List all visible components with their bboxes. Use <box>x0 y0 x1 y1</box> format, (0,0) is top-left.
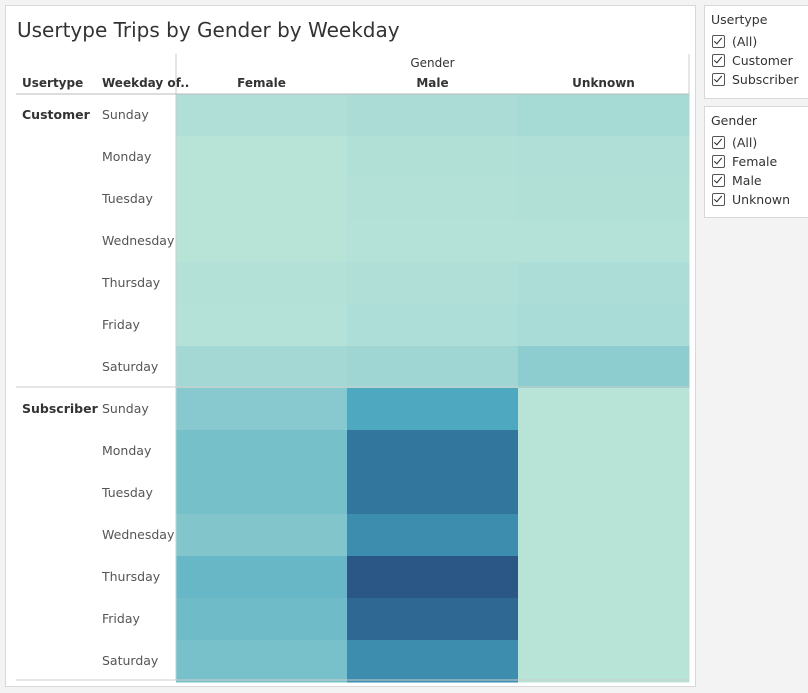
heatmap-cell-customer-sunday-female[interactable] <box>176 94 348 137</box>
heatmap-cell-subscriber-monday-male[interactable] <box>347 430 519 473</box>
heatmap-cell-customer-sunday-unknown[interactable] <box>518 94 690 137</box>
weekday-label-wednesday: Wednesday <box>102 233 175 248</box>
filter-item-label: (All) <box>732 135 758 150</box>
heatmap-cell-subscriber-saturday-female[interactable] <box>176 640 348 683</box>
column-header-unknown: Unknown <box>572 76 635 90</box>
heatmap-cell-customer-saturday-female[interactable] <box>176 346 348 389</box>
weekday-label-sunday: Sunday <box>102 401 149 416</box>
heatmap-cell-subscriber-saturday-male[interactable] <box>347 640 519 683</box>
usertype-label-subscriber: Subscriber <box>22 401 98 416</box>
heatmap-cell-subscriber-wednesday-female[interactable] <box>176 514 348 557</box>
checkbox-checked-icon[interactable] <box>712 193 725 206</box>
heatmap-cell-subscriber-tuesday-female[interactable] <box>176 472 348 515</box>
usertype-filter: Usertype (All) Customer Subscriber <box>704 5 808 99</box>
heatmap-cell-subscriber-thursday-unknown[interactable] <box>518 556 690 599</box>
heatmap-cell-customer-monday-unknown[interactable] <box>518 136 690 179</box>
heatmap-cell-customer-tuesday-female[interactable] <box>176 178 348 221</box>
heatmap-cell-subscriber-friday-unknown[interactable] <box>518 598 690 641</box>
filter-item-label: Customer <box>732 53 793 68</box>
filter-item-unknown[interactable]: Unknown <box>705 190 808 209</box>
heatmap-cell-subscriber-friday-female[interactable] <box>176 598 348 641</box>
heatmap-cell-customer-friday-female[interactable] <box>176 304 348 347</box>
usertype-label-customer: Customer <box>22 107 90 122</box>
filter-item-female[interactable]: Female <box>705 152 808 171</box>
heatmap-cell-subscriber-wednesday-unknown[interactable] <box>518 514 690 557</box>
filter-item-label: Subscriber <box>732 72 799 87</box>
weekday-label-friday: Friday <box>102 317 140 332</box>
heatmap-cell-customer-saturday-unknown[interactable] <box>518 346 690 389</box>
filter-item-label: Unknown <box>732 192 791 207</box>
heatmap-cell-subscriber-monday-female[interactable] <box>176 430 348 473</box>
heatmap-cell-customer-wednesday-female[interactable] <box>176 220 348 263</box>
heatmap-cell-subscriber-wednesday-male[interactable] <box>347 514 519 557</box>
heatmap-cell-customer-wednesday-male[interactable] <box>347 220 519 263</box>
heatmap-cell-customer-friday-male[interactable] <box>347 304 519 347</box>
checkbox-checked-icon[interactable] <box>712 136 725 149</box>
heatmap-cell-subscriber-saturday-unknown[interactable] <box>518 640 690 683</box>
heatmap-cell-subscriber-sunday-unknown[interactable] <box>518 388 690 431</box>
gender-filter-title: Gender <box>711 113 758 128</box>
filter-item-customer[interactable]: Customer <box>705 51 808 70</box>
heatmap-cell-subscriber-friday-male[interactable] <box>347 598 519 641</box>
heatmap-cell-subscriber-monday-unknown[interactable] <box>518 430 690 473</box>
heatmap-cell-customer-monday-male[interactable] <box>347 136 519 179</box>
weekday-label-thursday: Thursday <box>102 275 161 290</box>
heatmap-cell-customer-saturday-male[interactable] <box>347 346 519 389</box>
heatmap-cell-customer-thursday-female[interactable] <box>176 262 348 305</box>
row-header-weekday: Weekday of.. <box>102 76 190 90</box>
checkbox-checked-icon[interactable] <box>712 73 725 86</box>
heatmap <box>176 94 690 683</box>
weekday-label-tuesday: Tuesday <box>102 485 153 500</box>
column-group-label: Gender <box>410 56 455 70</box>
weekday-label-sunday: Sunday <box>102 107 149 122</box>
filter-item-all[interactable]: (All) <box>705 32 808 51</box>
weekday-label-saturday: Saturday <box>102 653 159 668</box>
filter-item-label: Male <box>732 173 762 188</box>
weekday-label-thursday: Thursday <box>102 569 161 584</box>
heatmap-cell-subscriber-tuesday-male[interactable] <box>347 472 519 515</box>
heatmap-cell-subscriber-tuesday-unknown[interactable] <box>518 472 690 515</box>
heatmap-cell-customer-thursday-unknown[interactable] <box>518 262 690 305</box>
filter-item-subscriber[interactable]: Subscriber <box>705 70 808 89</box>
heatmap-cell-customer-tuesday-male[interactable] <box>347 178 519 221</box>
checkbox-checked-icon[interactable] <box>712 155 725 168</box>
weekday-label-monday: Monday <box>102 149 152 164</box>
heatmap-cell-customer-monday-female[interactable] <box>176 136 348 179</box>
row-header-usertype: Usertype <box>22 76 84 90</box>
heatmap-cell-customer-tuesday-unknown[interactable] <box>518 178 690 221</box>
weekday-label-wednesday: Wednesday <box>102 527 175 542</box>
heatmap-cell-customer-thursday-male[interactable] <box>347 262 519 305</box>
filter-item-all[interactable]: (All) <box>705 133 808 152</box>
filter-item-label: Female <box>732 154 778 169</box>
filter-item-label: (All) <box>732 34 758 49</box>
heatmap-cell-subscriber-sunday-male[interactable] <box>347 388 519 431</box>
usertype-filter-title: Usertype <box>711 12 768 27</box>
gender-filter: Gender (All) Female Male Unknown <box>704 106 808 218</box>
filter-item-male[interactable]: Male <box>705 171 808 190</box>
heatmap-cell-subscriber-thursday-female[interactable] <box>176 556 348 599</box>
weekday-label-monday: Monday <box>102 443 152 458</box>
column-header-male: Male <box>416 76 449 90</box>
column-header-female: Female <box>237 76 286 90</box>
checkbox-checked-icon[interactable] <box>712 54 725 67</box>
heatmap-cell-subscriber-thursday-male[interactable] <box>347 556 519 599</box>
heatmap-cell-customer-friday-unknown[interactable] <box>518 304 690 347</box>
heatmap-cell-subscriber-sunday-female[interactable] <box>176 388 348 431</box>
weekday-label-saturday: Saturday <box>102 359 159 374</box>
weekday-label-friday: Friday <box>102 611 140 626</box>
weekday-label-tuesday: Tuesday <box>102 191 153 206</box>
chart-panel: Usertype Trips by Gender by Weekday Gend… <box>5 5 696 687</box>
chart-title: Usertype Trips by Gender by Weekday <box>17 18 400 42</box>
checkbox-checked-icon[interactable] <box>712 174 725 187</box>
heatmap-cell-customer-sunday-male[interactable] <box>347 94 519 137</box>
checkbox-checked-icon[interactable] <box>712 35 725 48</box>
heatmap-cell-customer-wednesday-unknown[interactable] <box>518 220 690 263</box>
